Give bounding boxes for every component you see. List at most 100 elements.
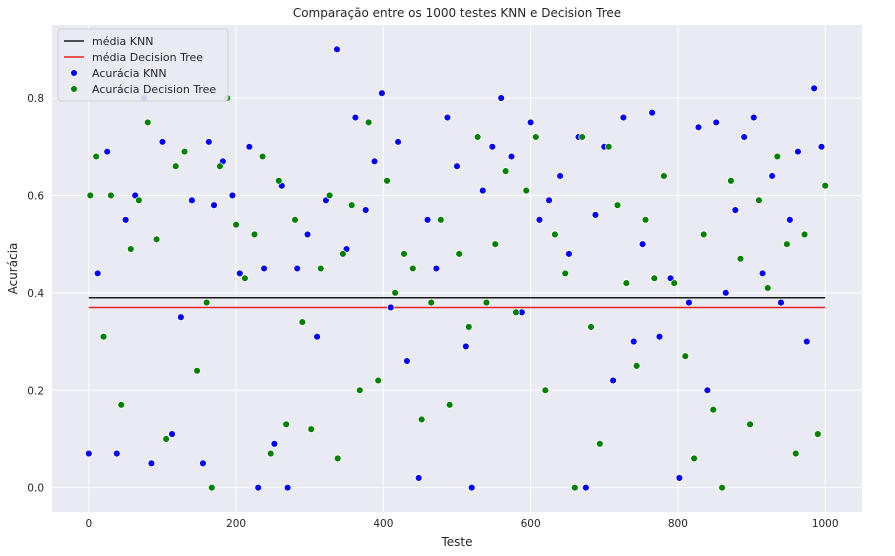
x-tick-label: 1000 bbox=[812, 518, 839, 530]
decision-tree-point bbox=[208, 483, 216, 492]
decision-tree-point bbox=[266, 449, 275, 458]
knn-point bbox=[199, 459, 207, 468]
decision-tree-point bbox=[800, 230, 809, 239]
decision-tree-point bbox=[216, 162, 224, 170]
x-tick-label: 600 bbox=[521, 518, 541, 530]
legend-entry-label: Acurácia KNN bbox=[92, 67, 167, 80]
decision-tree-point bbox=[632, 362, 641, 370]
knn-point bbox=[245, 143, 254, 151]
x-tick-label: 800 bbox=[668, 518, 688, 530]
decision-tree-point bbox=[660, 172, 668, 180]
knn-point bbox=[750, 113, 758, 122]
knn-point bbox=[556, 172, 564, 180]
knn-point bbox=[810, 84, 818, 93]
knn-point bbox=[731, 206, 740, 214]
legend-box bbox=[57, 28, 229, 102]
y-axis-ticks: 0.0 0.2 0.4 0.6 0.8 bbox=[27, 93, 44, 495]
y-tick-label: 0.4 bbox=[27, 288, 44, 300]
decision-tree-point bbox=[814, 430, 822, 438]
legend: média KNN média Decision Tree Acurácia KNN… bbox=[57, 28, 229, 102]
knn-point bbox=[113, 449, 121, 458]
decision-tree-point bbox=[202, 298, 211, 307]
mean-lines bbox=[88, 296, 826, 309]
decision-tree-point bbox=[763, 284, 772, 292]
decision-tree-point bbox=[374, 376, 382, 385]
decision-tree-point bbox=[670, 279, 678, 287]
decision-tree-point bbox=[250, 230, 259, 239]
decision-tree-point bbox=[317, 264, 325, 273]
knn-point bbox=[777, 298, 785, 307]
decision-tree-point bbox=[455, 250, 463, 258]
knn-point bbox=[443, 113, 452, 122]
decision-tree-point bbox=[400, 250, 408, 258]
decision-tree-point bbox=[241, 274, 249, 282]
decision-tree-point bbox=[791, 449, 800, 458]
knn-point bbox=[423, 216, 432, 224]
decision-tree-point bbox=[291, 216, 299, 224]
decision-tree-point bbox=[746, 420, 754, 429]
knn-point bbox=[565, 250, 573, 258]
x-tick-label: 200 bbox=[226, 518, 246, 530]
decision-tree-point bbox=[578, 133, 586, 141]
knn-point bbox=[228, 191, 237, 200]
decision-tree-point bbox=[596, 440, 604, 448]
decision-tree-point bbox=[275, 177, 283, 185]
x-axis-ticks: 0 200 400 600 800 1000 bbox=[85, 518, 838, 530]
decision-tree-point bbox=[587, 323, 595, 331]
knn-point bbox=[712, 118, 720, 127]
decision-tree-point bbox=[681, 352, 690, 360]
decision-tree-point bbox=[821, 181, 829, 190]
knn-point bbox=[386, 303, 395, 312]
decision-tree-point bbox=[736, 255, 745, 263]
knn-point bbox=[507, 152, 516, 161]
knn-point bbox=[205, 138, 213, 146]
knn-point bbox=[740, 133, 748, 141]
legend-entry-label: média KNN bbox=[92, 35, 153, 48]
knn-point bbox=[786, 216, 794, 224]
knn-point bbox=[591, 211, 600, 219]
x-axis-label: Teste bbox=[440, 535, 472, 549]
knn-point bbox=[85, 449, 93, 458]
decision-tree-point bbox=[135, 196, 143, 205]
decision-tree-point bbox=[117, 401, 125, 409]
knn-point bbox=[254, 483, 262, 492]
x-tick-label: 0 bbox=[85, 518, 92, 530]
knn-point bbox=[158, 138, 167, 146]
knn-point bbox=[526, 118, 535, 127]
decision-tree-point bbox=[143, 118, 152, 127]
decision-tree-point bbox=[727, 177, 735, 185]
decision-tree-point bbox=[773, 152, 782, 161]
knn-point bbox=[403, 357, 411, 365]
knn-point bbox=[722, 289, 730, 297]
decision-tree-point bbox=[298, 318, 307, 326]
decision-tree-point bbox=[356, 386, 364, 395]
decision-tree-point bbox=[604, 143, 613, 151]
decision-tree-point bbox=[417, 415, 426, 424]
knn-point bbox=[794, 147, 802, 156]
decision-tree-point bbox=[193, 367, 201, 375]
decision-tree-point bbox=[282, 420, 290, 429]
knn-point bbox=[817, 143, 826, 151]
decision-tree-point bbox=[465, 323, 473, 331]
knn-point bbox=[619, 113, 628, 122]
knn-point bbox=[638, 240, 647, 248]
decision-tree-point bbox=[339, 250, 347, 258]
decision-tree-point bbox=[347, 201, 356, 209]
knn-point bbox=[694, 123, 703, 132]
knn-point bbox=[236, 269, 244, 278]
decision-tree-point bbox=[92, 152, 100, 161]
knn-point bbox=[488, 143, 497, 151]
decision-tree-point bbox=[641, 216, 650, 224]
decision-tree-point bbox=[561, 269, 569, 278]
knn-point bbox=[497, 94, 505, 102]
decision-tree-point bbox=[783, 240, 791, 248]
decision-tree-point bbox=[473, 133, 482, 141]
decision-tree-point bbox=[437, 216, 445, 224]
decision-tree-point bbox=[171, 162, 180, 170]
knn-point bbox=[768, 172, 776, 180]
decision-tree-point bbox=[409, 264, 417, 273]
decision-tree-point bbox=[718, 483, 726, 492]
knn-point bbox=[467, 483, 476, 492]
decision-tree-point bbox=[383, 177, 391, 185]
knn-point bbox=[675, 474, 684, 482]
